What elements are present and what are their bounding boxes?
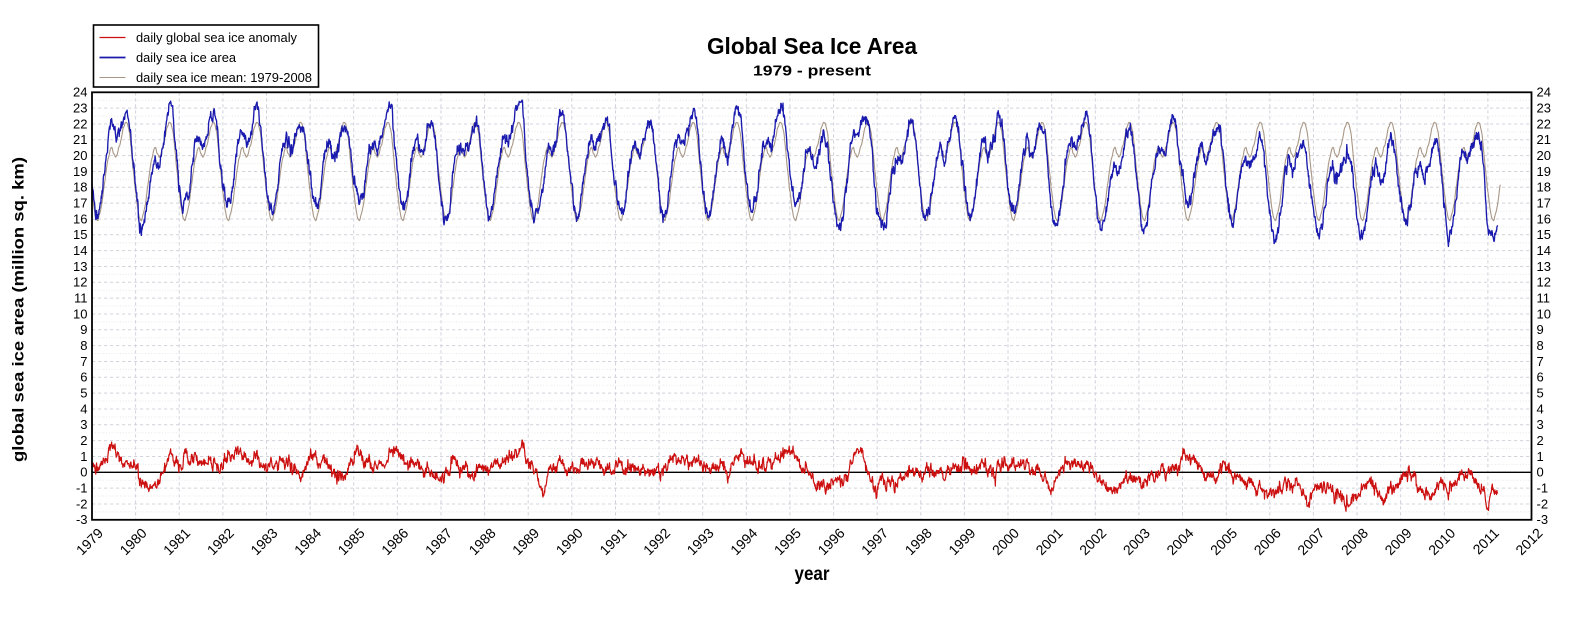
svg-text:daily sea ice area: daily sea ice area [136, 50, 237, 65]
svg-text:15: 15 [73, 227, 87, 242]
svg-text:8: 8 [80, 338, 87, 353]
svg-text:-1: -1 [1537, 480, 1549, 495]
svg-text:12: 12 [73, 275, 87, 290]
svg-text:daily global sea ice anomaly: daily global sea ice anomaly [136, 30, 297, 45]
svg-text:2: 2 [1537, 433, 1544, 448]
svg-text:6: 6 [1537, 370, 1544, 385]
svg-text:24: 24 [73, 85, 87, 100]
svg-text:22: 22 [1537, 116, 1551, 131]
svg-text:7: 7 [80, 354, 87, 369]
svg-text:2: 2 [80, 433, 87, 448]
svg-text:-1: -1 [76, 480, 88, 495]
svg-text:23: 23 [1537, 100, 1551, 115]
svg-text:19: 19 [73, 164, 87, 179]
svg-text:10: 10 [73, 306, 87, 321]
svg-text:-2: -2 [1537, 496, 1549, 511]
svg-text:1979 - present: 1979 - present [753, 64, 871, 80]
svg-text:17: 17 [1537, 195, 1551, 210]
svg-text:8: 8 [1537, 338, 1544, 353]
svg-text:5: 5 [80, 385, 87, 400]
svg-text:Global Sea Ice Area: Global Sea Ice Area [707, 33, 917, 59]
svg-text:16: 16 [73, 211, 87, 226]
svg-text:11: 11 [74, 290, 88, 305]
svg-text:-3: -3 [1537, 512, 1549, 527]
svg-text:23: 23 [73, 100, 87, 115]
svg-text:11: 11 [1537, 290, 1551, 305]
svg-text:22: 22 [73, 116, 87, 131]
svg-text:3: 3 [1537, 417, 1544, 432]
svg-text:19: 19 [1537, 164, 1551, 179]
svg-text:6: 6 [80, 370, 87, 385]
svg-text:21: 21 [1537, 132, 1551, 147]
svg-text:14: 14 [73, 243, 87, 258]
svg-text:21: 21 [73, 132, 87, 147]
svg-text:global sea ice area (million s: global sea ice area (million sq. km) [11, 157, 28, 462]
svg-text:24: 24 [1537, 85, 1551, 100]
svg-text:10: 10 [1537, 306, 1551, 321]
svg-text:14: 14 [1537, 243, 1551, 258]
svg-text:15: 15 [1537, 227, 1551, 242]
svg-text:daily sea ice mean: 1979-2008: daily sea ice mean: 1979-2008 [136, 70, 312, 85]
svg-text:17: 17 [73, 195, 87, 210]
svg-text:-2: -2 [76, 496, 88, 511]
svg-text:18: 18 [73, 180, 87, 195]
svg-text:20: 20 [73, 148, 87, 163]
svg-text:9: 9 [80, 322, 87, 337]
svg-text:20: 20 [1537, 148, 1551, 163]
svg-text:4: 4 [1537, 401, 1544, 416]
svg-text:4: 4 [80, 401, 87, 416]
svg-text:7: 7 [1537, 354, 1544, 369]
svg-text:12: 12 [1537, 275, 1551, 290]
svg-text:year: year [795, 564, 831, 585]
svg-text:16: 16 [1537, 211, 1551, 226]
svg-text:13: 13 [73, 259, 87, 274]
svg-text:0: 0 [80, 465, 87, 480]
svg-text:18: 18 [1537, 180, 1551, 195]
svg-text:3: 3 [80, 417, 87, 432]
svg-text:5: 5 [1537, 385, 1544, 400]
svg-text:-3: -3 [76, 512, 88, 527]
svg-text:0: 0 [1537, 465, 1544, 480]
svg-text:1: 1 [1537, 449, 1544, 464]
svg-text:13: 13 [1537, 259, 1551, 274]
svg-text:9: 9 [1537, 322, 1544, 337]
svg-text:1: 1 [80, 449, 87, 464]
